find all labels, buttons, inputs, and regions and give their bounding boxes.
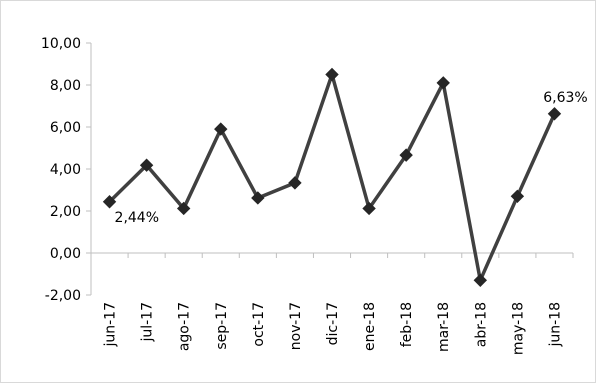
data-point-marker (399, 148, 413, 162)
data-point-marker (251, 191, 265, 205)
data-point-marker (176, 201, 191, 216)
x-tick-label: sep-17 (214, 302, 230, 350)
x-tick-label: abr-18 (473, 302, 489, 347)
y-tick-label: 0,00 (50, 246, 81, 262)
data-point-marker (473, 273, 488, 288)
data-point-marker (362, 201, 376, 216)
data-point-marker (102, 195, 117, 209)
data-point-marker (547, 107, 562, 121)
x-tick-label: jun-17 (103, 302, 119, 348)
x-tick-label: nov-17 (288, 302, 304, 350)
data-label: 6,63% (543, 90, 587, 106)
y-tick-label: -2,00 (45, 288, 81, 304)
data-point-marker (214, 122, 228, 136)
data-point-marker (436, 76, 450, 90)
data-point-marker (325, 67, 339, 82)
x-tick-label: may-18 (510, 302, 526, 355)
x-tick-label: jun-18 (547, 302, 563, 348)
labels-group: 2,44% 6,63% (115, 90, 588, 226)
axes-group: -2,00 0,00 2,00 4,00 6,00 8,00 10,00 jun-17 jul-… (41, 36, 574, 355)
series-group (102, 67, 562, 288)
y-tick-label: 10,00 (41, 36, 81, 52)
data-point-marker (510, 189, 525, 204)
x-tick-label: ago-17 (177, 302, 193, 351)
x-tick-label: mar-18 (436, 302, 452, 352)
y-tick-label: 4,00 (50, 162, 81, 178)
y-tick-label: 2,00 (50, 204, 81, 220)
x-tick-label: dic-17 (325, 302, 341, 345)
y-tick-label: 8,00 (50, 78, 81, 94)
data-point-marker (288, 176, 302, 190)
x-tick-label: jul-17 (140, 302, 156, 343)
x-tick-label: oct-17 (251, 302, 267, 347)
data-point-marker (139, 158, 154, 172)
series-line (108, 68, 557, 287)
x-tick-label: ene-18 (362, 302, 378, 351)
y-tick-label: 6,00 (50, 120, 81, 136)
x-tick-label: feb-18 (399, 302, 415, 347)
data-label: 2,44% (115, 210, 159, 226)
